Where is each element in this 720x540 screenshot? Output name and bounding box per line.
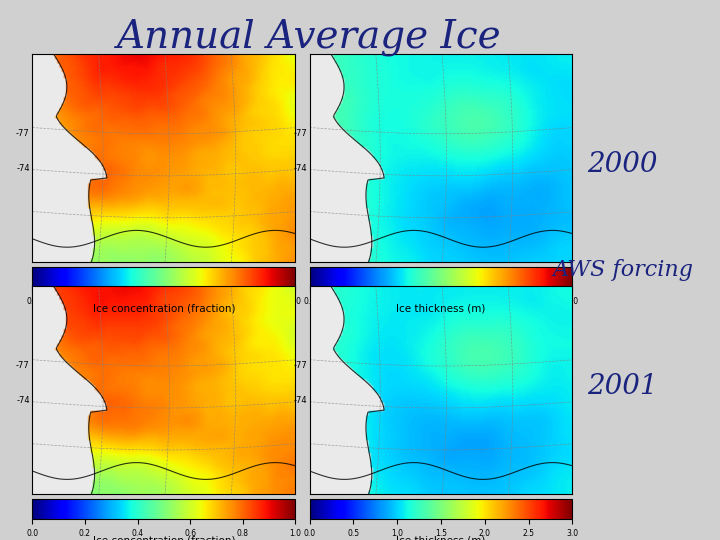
Text: 160: 160 xyxy=(349,268,365,277)
Text: -77: -77 xyxy=(293,361,307,370)
Text: 160: 160 xyxy=(349,501,365,509)
Text: Ice thickness (m): Ice thickness (m) xyxy=(396,303,486,314)
Text: 160: 160 xyxy=(72,268,88,277)
Text: 160: 160 xyxy=(227,501,243,509)
Text: AWS forcing: AWS forcing xyxy=(552,259,693,281)
Text: 180: 180 xyxy=(156,501,172,509)
Text: Annual Average Ice: Annual Average Ice xyxy=(117,19,502,56)
Text: Ice concentration (fraction): Ice concentration (fraction) xyxy=(93,536,235,540)
Text: 160: 160 xyxy=(72,501,88,509)
Text: 180: 180 xyxy=(433,268,449,277)
Text: -74: -74 xyxy=(293,164,307,173)
Text: 2000: 2000 xyxy=(588,151,658,178)
Text: -74: -74 xyxy=(293,396,307,405)
Text: Ice thickness (m): Ice thickness (m) xyxy=(396,536,486,540)
Text: -77: -77 xyxy=(16,129,30,138)
Text: -77: -77 xyxy=(293,129,307,138)
Text: -74: -74 xyxy=(16,396,30,405)
Text: 160: 160 xyxy=(227,268,243,277)
Text: 180: 180 xyxy=(156,268,172,277)
Text: -77: -77 xyxy=(16,361,30,370)
Text: -74: -74 xyxy=(16,164,30,173)
Text: Ice concentration (fraction): Ice concentration (fraction) xyxy=(93,303,235,314)
Text: 160: 160 xyxy=(504,501,520,509)
Text: 160: 160 xyxy=(504,268,520,277)
Text: 180: 180 xyxy=(433,501,449,509)
Text: 2001: 2001 xyxy=(588,373,658,400)
